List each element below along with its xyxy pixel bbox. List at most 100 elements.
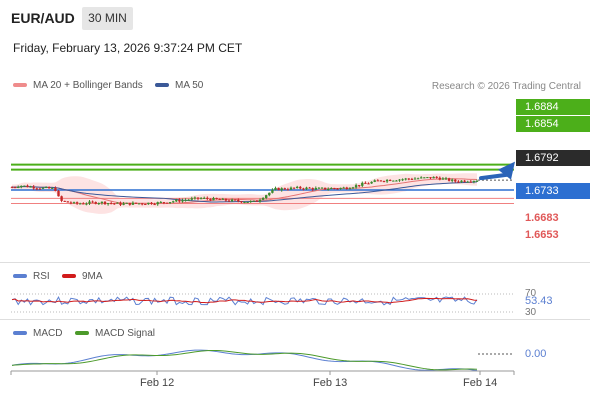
candle-body <box>82 203 85 205</box>
candle-body <box>79 203 82 205</box>
candle-body <box>317 187 321 189</box>
candle-body <box>187 199 190 201</box>
candle-body <box>215 197 218 200</box>
copyright-text: Research © 2026 Trading Central <box>431 81 581 92</box>
candle-body <box>72 202 76 204</box>
candle-body <box>435 176 438 178</box>
macd-signal-swatch-icon <box>75 331 89 336</box>
candle-body <box>91 201 94 203</box>
macd-line <box>11 349 478 372</box>
candle-body <box>382 181 386 183</box>
candle-body <box>119 202 122 205</box>
macd-signal-line <box>11 349 478 371</box>
ma50-swatch-icon <box>155 83 169 88</box>
macd-value: 0.00 <box>525 348 547 360</box>
candle-body <box>454 179 457 182</box>
candle-body <box>444 178 448 180</box>
candle-body <box>100 201 104 204</box>
candle-body <box>395 180 398 182</box>
candle-body <box>110 203 113 205</box>
candle-body <box>246 201 249 203</box>
candle-body <box>252 200 255 202</box>
candle-body <box>203 197 206 199</box>
candle-body <box>367 183 370 185</box>
candle-body <box>168 202 172 204</box>
candle-body <box>147 202 150 205</box>
candle-body <box>221 198 224 200</box>
timeframe-button[interactable]: 30 MIN <box>82 7 133 30</box>
candle-body <box>32 186 35 189</box>
candle-body <box>54 187 57 191</box>
candle-body <box>457 181 460 183</box>
support1-label: 1.6683 <box>525 212 559 224</box>
candle-body <box>447 178 451 181</box>
candle-body <box>144 204 147 206</box>
candle-body <box>354 185 358 188</box>
candle-body <box>280 188 283 191</box>
candle-body <box>162 202 166 204</box>
candle-body <box>230 199 234 202</box>
candle-body <box>218 199 221 201</box>
candle-body <box>48 187 51 189</box>
candle-body <box>370 181 373 184</box>
candle-body <box>249 201 252 203</box>
candle-body <box>196 197 200 199</box>
x-tick-feb13: Feb 13 <box>313 377 348 389</box>
legend-rsi-ma: 9MA <box>62 271 103 282</box>
legend-ma20-bb: MA 20 + Bollinger Bands <box>13 80 143 91</box>
symbol-title: EUR/AUD <box>11 10 75 26</box>
candle-body <box>57 190 60 197</box>
candle-body <box>165 202 169 204</box>
candle-body <box>122 203 125 205</box>
candle-body <box>106 203 110 205</box>
candle-body <box>416 178 420 180</box>
candle-body <box>358 185 361 187</box>
candle-body <box>379 180 383 182</box>
candle-body <box>348 188 352 190</box>
candle-body <box>268 192 271 196</box>
legend-rsi-label: RSI <box>33 271 50 282</box>
candle-body <box>265 195 268 199</box>
candle-body <box>404 178 407 180</box>
candle-body <box>469 181 472 183</box>
candle-body <box>460 180 463 182</box>
candle-body <box>41 187 45 189</box>
candle-body <box>178 199 181 202</box>
candle-body <box>302 188 305 190</box>
candle-body <box>88 201 91 204</box>
candle-body <box>398 179 401 181</box>
candle-body <box>224 198 228 201</box>
candle-body <box>472 180 476 182</box>
candle-body <box>305 187 308 190</box>
candle-body <box>336 188 339 190</box>
candle-body <box>423 177 426 179</box>
candle-body <box>277 187 280 191</box>
candle-body <box>23 185 26 187</box>
candle-body <box>128 202 131 205</box>
panel-divider <box>0 262 590 263</box>
candle-body <box>274 187 277 190</box>
candle-body <box>26 185 29 188</box>
candle-body <box>410 178 414 180</box>
rsi-ma-line <box>11 297 478 304</box>
candle-body <box>141 203 144 205</box>
legend-rsi-ma-label: 9MA <box>82 271 103 282</box>
candle-body <box>206 197 209 199</box>
rsi-ma-swatch-icon <box>62 274 76 279</box>
candle-body <box>351 187 355 189</box>
candle-body <box>159 202 162 204</box>
candle-body <box>373 180 376 182</box>
candle-body <box>17 186 20 188</box>
candle-body <box>181 200 184 202</box>
candle-body <box>85 203 88 205</box>
panel-divider <box>0 319 590 320</box>
rsi-level-30: 30 <box>525 307 537 318</box>
candle-body <box>401 179 404 181</box>
rsi-value: 53.43 <box>525 295 553 307</box>
candle-body <box>137 203 141 205</box>
candle-body <box>286 189 290 191</box>
candle-body <box>60 196 63 201</box>
candle-body <box>333 188 336 190</box>
legend-macd-signal-label: MACD Signal <box>95 328 156 339</box>
